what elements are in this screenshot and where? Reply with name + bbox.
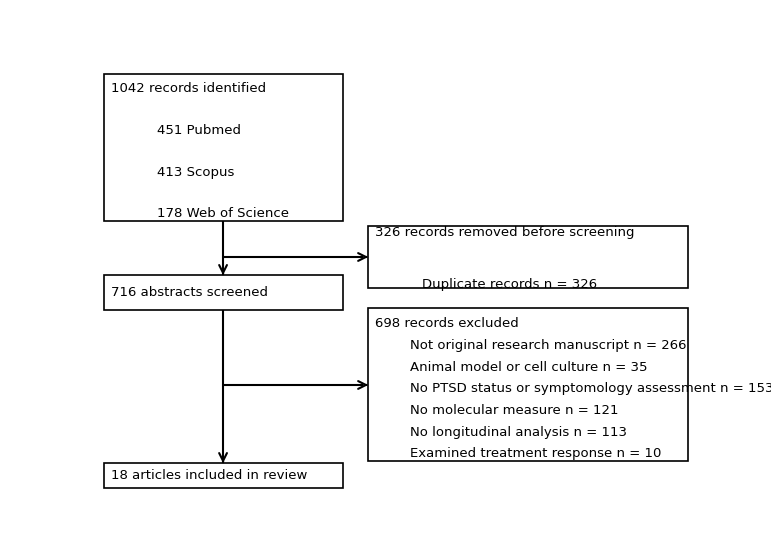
FancyBboxPatch shape	[103, 74, 342, 221]
FancyBboxPatch shape	[103, 275, 342, 310]
Text: 1042 records identified: 1042 records identified	[111, 82, 266, 95]
FancyBboxPatch shape	[369, 226, 688, 287]
Text: Not original research manuscript n = 266: Not original research manuscript n = 266	[410, 339, 687, 352]
FancyBboxPatch shape	[369, 309, 688, 461]
Text: 178 Web of Science: 178 Web of Science	[157, 208, 289, 220]
Text: No PTSD status or symptomology assessment n = 153: No PTSD status or symptomology assessmen…	[410, 382, 771, 395]
Text: 326 records removed before screening: 326 records removed before screening	[375, 226, 635, 239]
Text: Animal model or cell culture n = 35: Animal model or cell culture n = 35	[410, 361, 648, 374]
Text: Examined treatment response n = 10: Examined treatment response n = 10	[410, 447, 662, 460]
Text: 698 records excluded: 698 records excluded	[375, 317, 519, 330]
Text: No longitudinal analysis n = 113: No longitudinal analysis n = 113	[410, 426, 627, 438]
Text: 413 Scopus: 413 Scopus	[157, 165, 234, 179]
FancyBboxPatch shape	[103, 463, 342, 488]
Text: Duplicate records n = 326: Duplicate records n = 326	[422, 278, 598, 291]
Text: No molecular measure n = 121: No molecular measure n = 121	[410, 404, 618, 417]
Text: 716 abstracts screened: 716 abstracts screened	[111, 286, 268, 299]
Text: 451 Pubmed: 451 Pubmed	[157, 124, 241, 137]
Text: 18 articles included in review: 18 articles included in review	[111, 469, 307, 482]
